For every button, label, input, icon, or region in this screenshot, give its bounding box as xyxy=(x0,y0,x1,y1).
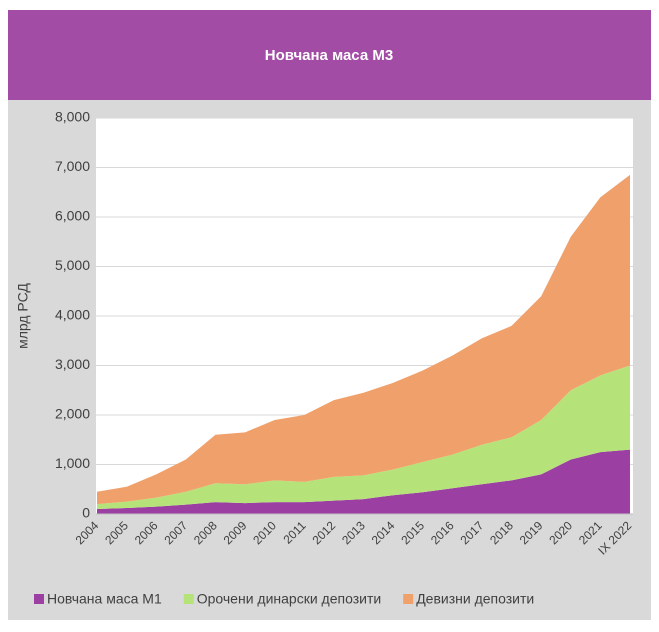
y-tick-label: 1,000 xyxy=(55,455,90,471)
y-tick-label: 4,000 xyxy=(55,307,90,323)
chart-title: Новчана маса М3 xyxy=(265,47,393,64)
header xyxy=(8,10,651,100)
y-tick-label: 6,000 xyxy=(55,208,90,224)
y-axis-label: млрд РСД xyxy=(15,283,31,349)
legend-swatch xyxy=(403,594,414,604)
area xyxy=(97,174,630,505)
y-tick-label: 0 xyxy=(82,505,90,521)
legend-swatch xyxy=(183,594,194,604)
y-tick-label: 2,000 xyxy=(55,406,90,422)
legend-label: Девизни депозити xyxy=(416,591,534,607)
y-tick-label: 3,000 xyxy=(55,356,90,372)
legend-label: Новчана маса М1 xyxy=(47,591,162,607)
y-tick-label: 7,000 xyxy=(55,158,90,174)
area xyxy=(97,449,630,514)
y-tick-label: 5,000 xyxy=(55,257,90,273)
legend-swatch xyxy=(34,594,44,604)
y-tick-label: 8,000 xyxy=(55,109,90,125)
area xyxy=(97,365,630,510)
legend-label: Орочени динарски депозити xyxy=(197,591,381,607)
